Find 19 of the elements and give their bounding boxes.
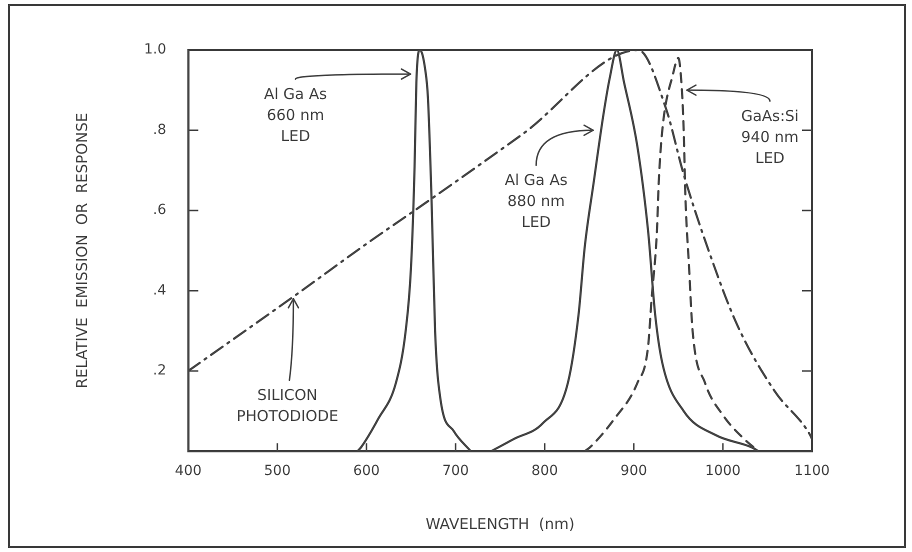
annotation: SILICON PHOTODIODE — [236, 386, 338, 426]
annotation: GaAs:Si 940 nm LED — [741, 107, 799, 168]
x-tick-label: 1100 — [794, 463, 830, 480]
x-tick-label: 800 — [531, 463, 558, 480]
x-tick-label: 600 — [353, 463, 380, 480]
y-tick-label: 1.0 — [144, 42, 166, 58]
x-tick-label: 700 — [442, 463, 469, 480]
y-tick-label: .8 — [152, 122, 166, 138]
x-tick-label: 500 — [264, 463, 291, 480]
x-tick-label: 400 — [174, 463, 202, 480]
x-tick-label: 900 — [620, 463, 648, 480]
annotation: Al Ga As 880 nm LED — [504, 171, 568, 232]
x-axis-title: WAVELENGTH (nm) — [426, 514, 575, 533]
x-tick-label: 1000 — [705, 463, 741, 480]
y-tick-label: .2 — [152, 362, 166, 379]
annotation: Al Ga As 660 nm LED — [264, 84, 328, 145]
y-axis-title: RELATIVE EMISSION OR RESPONSE — [72, 112, 91, 388]
y-tick-label: .6 — [152, 202, 166, 218]
y-tick-label: .4 — [152, 282, 166, 298]
